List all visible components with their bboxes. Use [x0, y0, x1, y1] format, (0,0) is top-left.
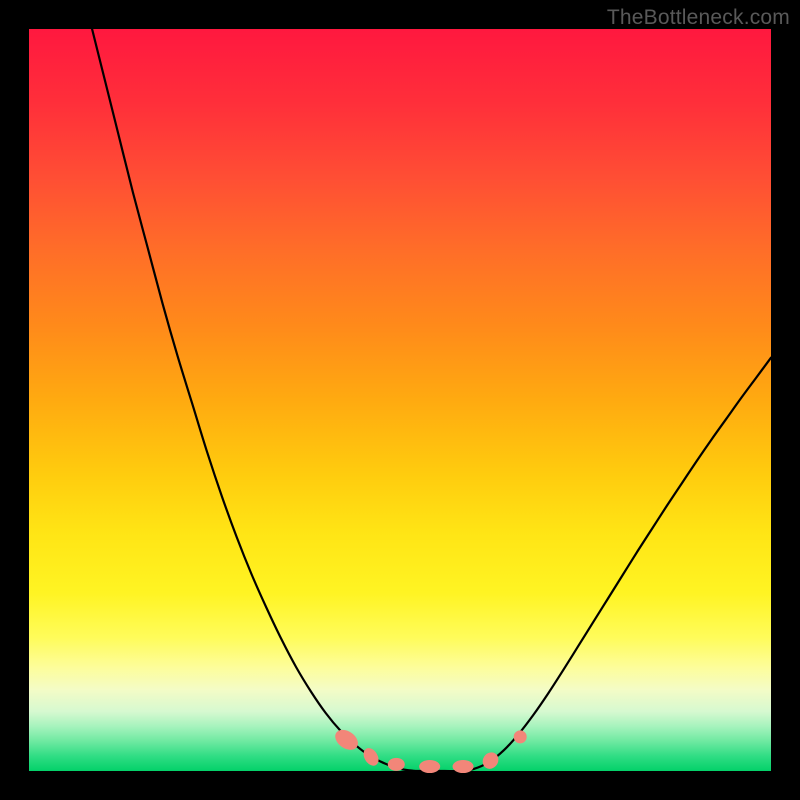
- valley-marker-4: [453, 761, 473, 773]
- valley-marker-3: [420, 761, 440, 773]
- plot-area: [29, 29, 771, 771]
- valley-marker-6: [514, 731, 526, 743]
- watermark-text: TheBottleneck.com: [607, 6, 790, 30]
- bottleneck-chart: [0, 0, 800, 800]
- valley-marker-2: [388, 758, 404, 770]
- chart-root: TheBottleneck.com: [0, 0, 800, 800]
